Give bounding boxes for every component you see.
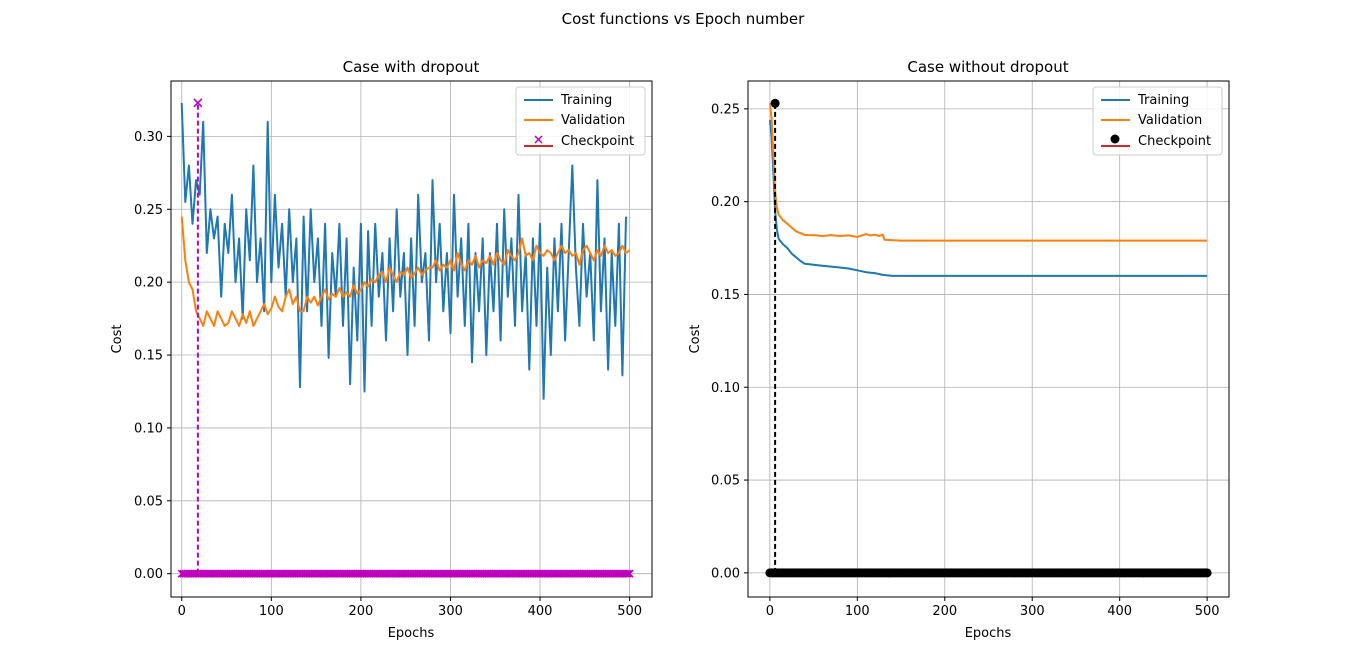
x-tick-label: 100 bbox=[845, 604, 870, 619]
x-tick-label: 300 bbox=[438, 604, 463, 619]
legend-checkpoint-label: Checkpoint bbox=[561, 134, 634, 149]
checkpoint-baseline-marker bbox=[1202, 568, 1212, 578]
x-tick-label: 100 bbox=[259, 604, 284, 619]
y-tick-label: 0.30 bbox=[134, 130, 163, 145]
series-line-training bbox=[180, 102, 627, 400]
x-axis-label: Epochs bbox=[965, 626, 1012, 641]
legend-box bbox=[1092, 86, 1223, 156]
y-tick-label: 0.10 bbox=[134, 421, 163, 436]
y-tick-label: 0.20 bbox=[134, 276, 163, 291]
legend: Training Validation Checkpoint bbox=[515, 86, 646, 156]
x-axis-label: Epochs bbox=[388, 626, 435, 641]
series-line-validation bbox=[768, 103, 1208, 242]
legend: Training Validation Checkpoint bbox=[1092, 86, 1223, 156]
x-tick-label: 500 bbox=[1195, 604, 1220, 619]
y-axis-label: Cost bbox=[688, 325, 703, 354]
legend-training-label: Training bbox=[560, 93, 612, 108]
checkpoint-baseline-marker bbox=[623, 569, 632, 578]
y-tick-label: 0.05 bbox=[711, 474, 740, 489]
y-tick-label: 0.10 bbox=[711, 381, 740, 396]
x-tick-label: 400 bbox=[528, 604, 553, 619]
x-tick-label: 400 bbox=[1107, 604, 1132, 619]
y-tick-label: 0.20 bbox=[711, 195, 740, 210]
x-tick-label: 500 bbox=[617, 604, 642, 619]
checkpoint-baseline-marker bbox=[621, 569, 631, 578]
y-tick-label: 0.25 bbox=[134, 203, 163, 218]
x-tick-label: 0 bbox=[178, 604, 186, 619]
checkpoint-marker bbox=[770, 98, 780, 108]
chart-title: Case without dropout bbox=[907, 58, 1068, 76]
figure-title: Cost functions vs Epoch number bbox=[562, 10, 806, 28]
y-tick-label: 0.15 bbox=[134, 349, 163, 364]
y-tick-label: 0.15 bbox=[711, 288, 740, 303]
legend-box bbox=[515, 86, 646, 156]
series-line-validation bbox=[180, 216, 631, 327]
y-tick-label: 0.05 bbox=[134, 494, 163, 509]
legend-checkpoint-marker bbox=[1110, 134, 1120, 144]
x-tick-label: 300 bbox=[1020, 604, 1045, 619]
legend-validation-label: Validation bbox=[1138, 113, 1202, 128]
plot-frame bbox=[170, 80, 653, 598]
y-tick-label: 0.25 bbox=[711, 102, 740, 117]
legend-checkpoint-label: Checkpoint bbox=[1138, 134, 1211, 149]
checkpoint-baseline-marker bbox=[625, 569, 634, 578]
plot-frame bbox=[747, 80, 1230, 598]
legend-training-label: Training bbox=[1137, 93, 1189, 108]
x-tick-label: 200 bbox=[932, 604, 957, 619]
panel-with-dropout: Case with dropout 0 100 200 300 400 500 0.00 0.… bbox=[110, 58, 653, 641]
checkpoint-marker bbox=[193, 98, 203, 108]
panel-without-dropout: Case without dropout 0 100 200 300 400 500 0.0… bbox=[688, 58, 1230, 641]
y-tick-label: 0.00 bbox=[134, 567, 163, 582]
x-tick-label: 0 bbox=[766, 604, 774, 619]
series-line-training bbox=[768, 119, 1208, 277]
x-tick-label: 200 bbox=[348, 604, 373, 619]
y-tick-label: 0.00 bbox=[711, 566, 740, 581]
chart-title: Case with dropout bbox=[343, 58, 480, 76]
y-axis-label: Cost bbox=[110, 325, 125, 354]
legend-validation-label: Validation bbox=[561, 113, 625, 128]
legend-checkpoint-marker bbox=[534, 135, 543, 144]
